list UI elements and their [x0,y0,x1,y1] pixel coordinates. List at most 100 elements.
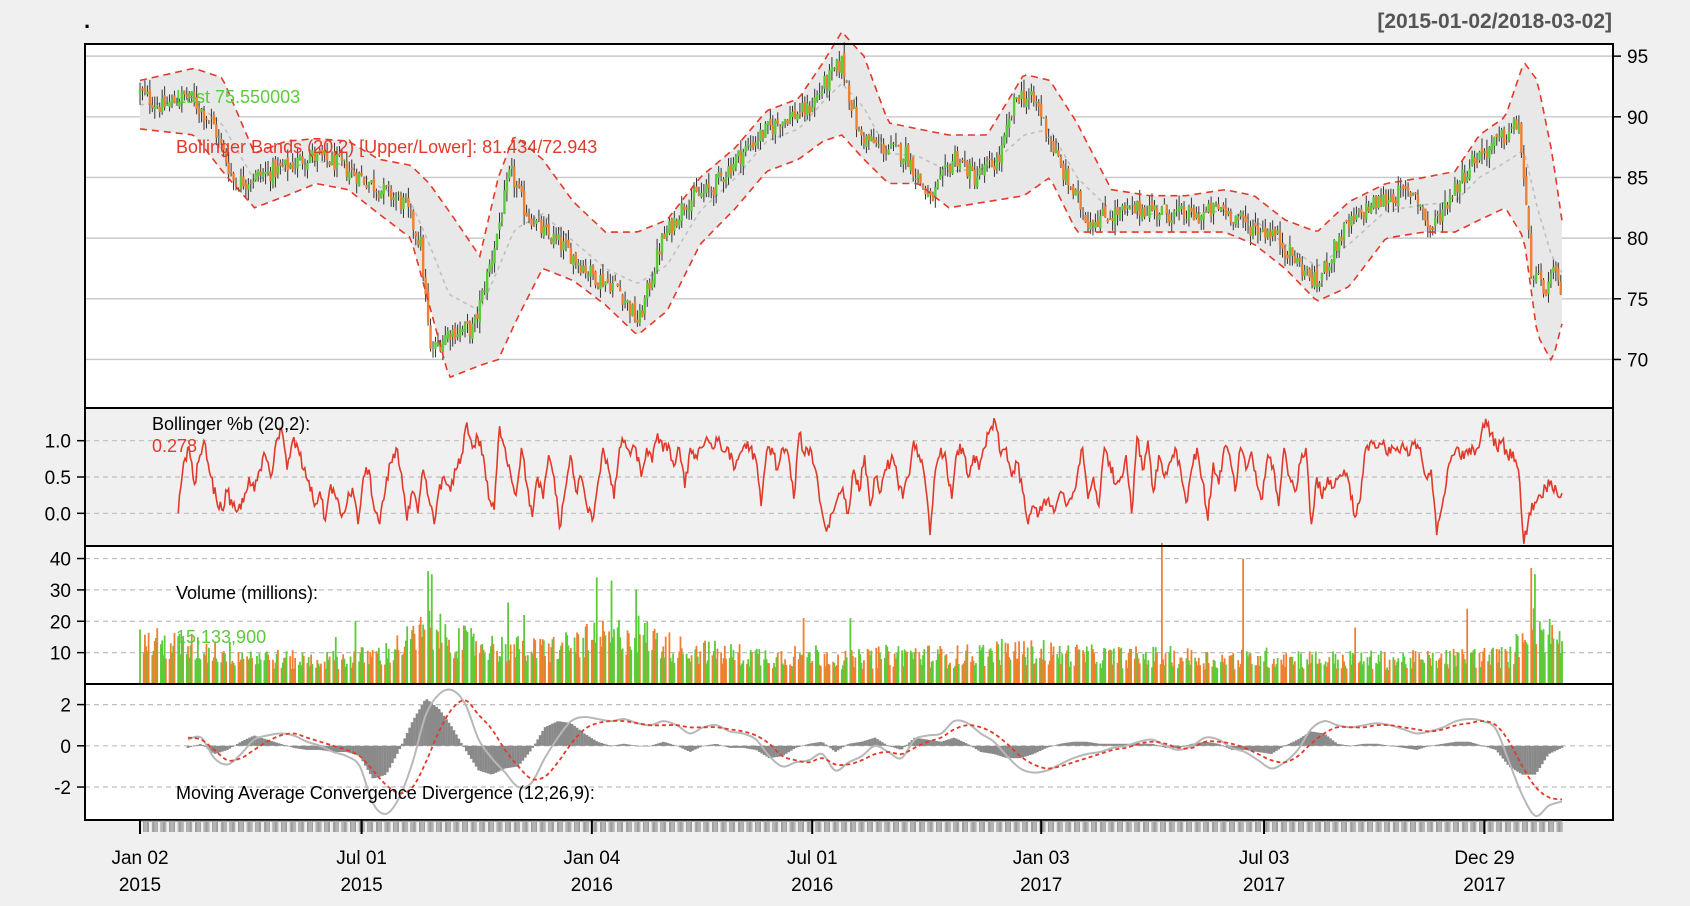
candle-body [436,343,440,346]
volume-bar [1016,658,1019,684]
candle-body [387,184,390,187]
volume-bar [785,665,788,684]
candle-body [606,279,610,282]
candle-body [648,282,651,290]
volume-bar [590,639,593,684]
candle-body [1032,91,1036,102]
candle-body [444,335,447,345]
macd-histogram-bar [585,735,589,746]
volume-bar [251,658,253,684]
candle-body [700,192,703,197]
x-tick-year: 2017 [1463,875,1505,896]
volume-bar [737,652,740,684]
macd-histogram-bar [423,700,426,746]
volume-bar [971,656,974,684]
volume-bar [1275,664,1278,684]
candle-body [1207,203,1210,213]
volume-bar [711,655,714,684]
macd-histogram-bar [1240,745,1244,750]
candle-body [660,235,664,254]
volume-bar [475,641,478,684]
candle-body [276,165,280,174]
macd-histogram-bar [317,745,320,750]
macd-histogram-bar [1267,745,1271,754]
candle-body [1448,195,1452,206]
volume-bar [1284,666,1286,684]
volume-bar [524,655,527,684]
macd-histogram-bar [361,745,365,762]
volume-bar [871,668,874,684]
volume-bar [688,658,691,684]
macd-histogram-bar [745,745,749,749]
volume-bar [860,662,863,684]
candle-body [1365,203,1368,220]
candle-body [318,150,321,153]
volume-bar [1005,652,1008,684]
volume-bar [1301,667,1304,684]
candle-body [823,75,826,89]
volume-bar [858,649,860,684]
volume-bar [1074,646,1077,684]
macd-histogram-bar [1203,741,1207,746]
volume-bar [384,664,386,684]
volume-bar [461,649,464,684]
volume-bar [353,651,356,684]
macd-histogram-bar [807,743,810,746]
volume-bar [1481,661,1483,684]
macd-histogram-bar [1247,745,1251,751]
candle-body [1281,242,1284,249]
candle-body [1537,273,1540,275]
macd-histogram-bar [1078,741,1081,746]
candle-body [993,165,996,171]
candle-body [1042,117,1045,119]
candle-body [355,173,358,184]
volume-bar [444,624,447,684]
volume-bar [748,666,751,684]
candle-body [1259,233,1262,235]
volume-bar [1041,659,1044,684]
macd-histogram-bar [1336,743,1340,746]
macd-histogram-bar [1501,745,1505,759]
volume-bar [487,659,490,684]
macd-histogram-bar [186,745,190,748]
volume-bar [1185,658,1188,684]
volume-bar [1189,664,1192,684]
candle-body [847,84,851,102]
volume-bar [1224,664,1227,684]
candle-body [348,171,351,180]
macd-histogram-bar [1548,745,1551,754]
macd-histogram-bar [208,745,212,751]
volume-bar [1024,656,1027,684]
candle-body [1256,225,1260,235]
candle-body [825,76,829,88]
candle-body [953,151,957,163]
volume-bar [1349,650,1352,684]
candle-body [1227,211,1230,215]
candle-body [1008,118,1011,129]
volume-bar [998,659,1001,684]
macd-histogram-bar [501,745,505,770]
macd-histogram-bar [1252,745,1256,752]
macd-histogram-bar [1174,745,1177,748]
volume-bar [630,649,633,684]
candle-body [611,283,614,291]
macd-histogram-bar [698,745,702,748]
volume-bar [483,653,486,684]
macd-histogram-bar [826,745,830,747]
volume-bar [863,660,865,684]
macd-histogram-bar [819,741,823,746]
macd-histogram-bar [942,740,946,746]
volume-bar [577,634,580,684]
macd-histogram-bar [1499,745,1502,756]
candle-body [892,143,895,146]
macd-histogram-bar [548,724,552,746]
macd-histogram-bar [1373,743,1377,746]
candle-body [604,281,607,286]
candle-body [946,165,949,167]
macd-histogram-bar [871,738,874,746]
volume-bar [376,653,379,684]
volume-bar [989,648,992,684]
candle-body [500,217,504,222]
volume-bar [1095,661,1098,684]
candle-body [1397,185,1400,207]
